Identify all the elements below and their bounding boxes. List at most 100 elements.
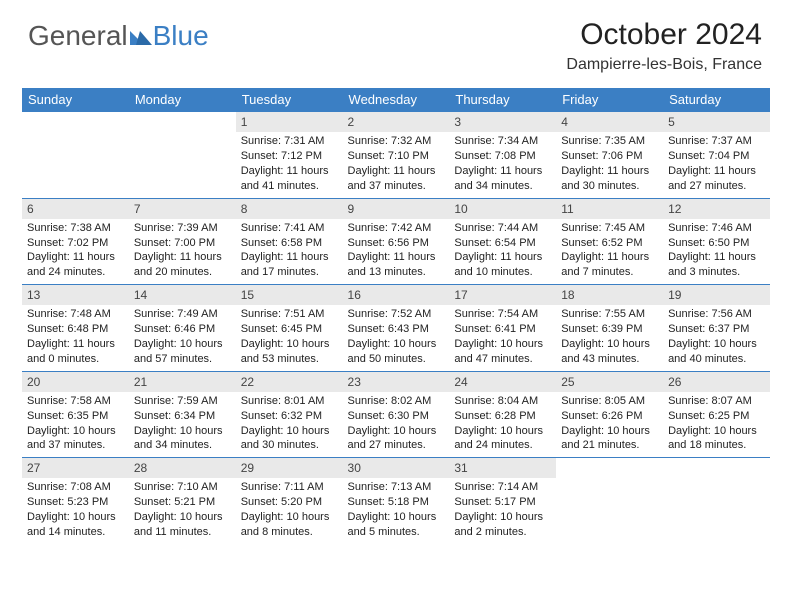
- day-number: 12: [663, 199, 770, 219]
- day-number: 27: [22, 458, 129, 478]
- day-content: Sunrise: 8:04 AM Sunset: 6:28 PM Dayligh…: [449, 392, 556, 457]
- calendar-cell: 31Sunrise: 7:14 AM Sunset: 5:17 PM Dayli…: [449, 458, 556, 544]
- day-content: Sunrise: 7:10 AM Sunset: 5:21 PM Dayligh…: [129, 478, 236, 543]
- calendar-cell: 26Sunrise: 8:07 AM Sunset: 6:25 PM Dayli…: [663, 371, 770, 458]
- day-content: Sunrise: 7:08 AM Sunset: 5:23 PM Dayligh…: [22, 478, 129, 543]
- day-content: Sunrise: 7:58 AM Sunset: 6:35 PM Dayligh…: [22, 392, 129, 457]
- day-header: Monday: [129, 88, 236, 112]
- day-content: Sunrise: 8:05 AM Sunset: 6:26 PM Dayligh…: [556, 392, 663, 457]
- day-number: 30: [343, 458, 450, 478]
- calendar-cell: 15Sunrise: 7:51 AM Sunset: 6:45 PM Dayli…: [236, 285, 343, 372]
- day-number: 25: [556, 372, 663, 392]
- day-header: Tuesday: [236, 88, 343, 112]
- calendar-cell: 9Sunrise: 7:42 AM Sunset: 6:56 PM Daylig…: [343, 198, 450, 285]
- day-number: 17: [449, 285, 556, 305]
- calendar-cell: 2Sunrise: 7:32 AM Sunset: 7:10 PM Daylig…: [343, 112, 450, 199]
- day-header: Wednesday: [343, 88, 450, 112]
- calendar-cell: 22Sunrise: 8:01 AM Sunset: 6:32 PM Dayli…: [236, 371, 343, 458]
- day-header: Friday: [556, 88, 663, 112]
- day-number: 24: [449, 372, 556, 392]
- calendar-cell: 23Sunrise: 8:02 AM Sunset: 6:30 PM Dayli…: [343, 371, 450, 458]
- day-number: 14: [129, 285, 236, 305]
- calendar-cell: 6Sunrise: 7:38 AM Sunset: 7:02 PM Daylig…: [22, 198, 129, 285]
- calendar-cell: 17Sunrise: 7:54 AM Sunset: 6:41 PM Dayli…: [449, 285, 556, 372]
- calendar-row: ....1Sunrise: 7:31 AM Sunset: 7:12 PM Da…: [22, 112, 770, 199]
- day-content: Sunrise: 8:07 AM Sunset: 6:25 PM Dayligh…: [663, 392, 770, 457]
- day-content: Sunrise: 7:41 AM Sunset: 6:58 PM Dayligh…: [236, 219, 343, 284]
- calendar-cell: 5Sunrise: 7:37 AM Sunset: 7:04 PM Daylig…: [663, 112, 770, 199]
- location-label: Dampierre-les-Bois, France: [566, 56, 762, 74]
- day-number: 18: [556, 285, 663, 305]
- day-header: Sunday: [22, 88, 129, 112]
- calendar-cell: 19Sunrise: 7:56 AM Sunset: 6:37 PM Dayli…: [663, 285, 770, 372]
- calendar-cell: 14Sunrise: 7:49 AM Sunset: 6:46 PM Dayli…: [129, 285, 236, 372]
- day-number: 3: [449, 112, 556, 132]
- calendar-cell: 29Sunrise: 7:11 AM Sunset: 5:20 PM Dayli…: [236, 458, 343, 544]
- logo-triangle-icon: [130, 20, 152, 52]
- day-number: 20: [22, 372, 129, 392]
- day-content: Sunrise: 7:14 AM Sunset: 5:17 PM Dayligh…: [449, 478, 556, 543]
- calendar-cell: ..: [22, 112, 129, 199]
- day-content: Sunrise: 7:44 AM Sunset: 6:54 PM Dayligh…: [449, 219, 556, 284]
- day-number: 5: [663, 112, 770, 132]
- calendar-cell: 27Sunrise: 7:08 AM Sunset: 5:23 PM Dayli…: [22, 458, 129, 544]
- calendar-cell: 4Sunrise: 7:35 AM Sunset: 7:06 PM Daylig…: [556, 112, 663, 199]
- calendar-cell: 25Sunrise: 8:05 AM Sunset: 6:26 PM Dayli…: [556, 371, 663, 458]
- day-number: 22: [236, 372, 343, 392]
- logo-text-general: General: [28, 20, 128, 52]
- logo: General Blue: [28, 20, 209, 52]
- day-number: 28: [129, 458, 236, 478]
- day-content: Sunrise: 7:31 AM Sunset: 7:12 PM Dayligh…: [236, 132, 343, 197]
- day-number: 21: [129, 372, 236, 392]
- calendar-cell: ..: [556, 458, 663, 544]
- calendar: SundayMondayTuesdayWednesdayThursdayFrid…: [22, 88, 770, 544]
- day-number: 6: [22, 199, 129, 219]
- day-content: Sunrise: 8:01 AM Sunset: 6:32 PM Dayligh…: [236, 392, 343, 457]
- day-content: Sunrise: 7:11 AM Sunset: 5:20 PM Dayligh…: [236, 478, 343, 543]
- day-number: 16: [343, 285, 450, 305]
- day-content: Sunrise: 8:02 AM Sunset: 6:30 PM Dayligh…: [343, 392, 450, 457]
- calendar-cell: ..: [663, 458, 770, 544]
- calendar-cell: 12Sunrise: 7:46 AM Sunset: 6:50 PM Dayli…: [663, 198, 770, 285]
- day-number: 31: [449, 458, 556, 478]
- day-content: Sunrise: 7:52 AM Sunset: 6:43 PM Dayligh…: [343, 305, 450, 370]
- calendar-cell: 13Sunrise: 7:48 AM Sunset: 6:48 PM Dayli…: [22, 285, 129, 372]
- calendar-cell: 10Sunrise: 7:44 AM Sunset: 6:54 PM Dayli…: [449, 198, 556, 285]
- calendar-cell: 18Sunrise: 7:55 AM Sunset: 6:39 PM Dayli…: [556, 285, 663, 372]
- day-number: 8: [236, 199, 343, 219]
- calendar-cell: ..: [129, 112, 236, 199]
- day-number: 10: [449, 199, 556, 219]
- day-content: Sunrise: 7:54 AM Sunset: 6:41 PM Dayligh…: [449, 305, 556, 370]
- calendar-cell: 28Sunrise: 7:10 AM Sunset: 5:21 PM Dayli…: [129, 458, 236, 544]
- calendar-cell: 20Sunrise: 7:58 AM Sunset: 6:35 PM Dayli…: [22, 371, 129, 458]
- day-content: Sunrise: 7:13 AM Sunset: 5:18 PM Dayligh…: [343, 478, 450, 543]
- day-content: Sunrise: 7:51 AM Sunset: 6:45 PM Dayligh…: [236, 305, 343, 370]
- calendar-cell: 11Sunrise: 7:45 AM Sunset: 6:52 PM Dayli…: [556, 198, 663, 285]
- calendar-row: 13Sunrise: 7:48 AM Sunset: 6:48 PM Dayli…: [22, 285, 770, 372]
- day-number: 13: [22, 285, 129, 305]
- day-content: Sunrise: 7:42 AM Sunset: 6:56 PM Dayligh…: [343, 219, 450, 284]
- calendar-cell: 21Sunrise: 7:59 AM Sunset: 6:34 PM Dayli…: [129, 371, 236, 458]
- day-number: 2: [343, 112, 450, 132]
- day-content: Sunrise: 7:39 AM Sunset: 7:00 PM Dayligh…: [129, 219, 236, 284]
- day-content: Sunrise: 7:35 AM Sunset: 7:06 PM Dayligh…: [556, 132, 663, 197]
- day-content: Sunrise: 7:49 AM Sunset: 6:46 PM Dayligh…: [129, 305, 236, 370]
- day-number: 9: [343, 199, 450, 219]
- header: October 2024 Dampierre-les-Bois, France: [566, 18, 762, 74]
- day-number: 26: [663, 372, 770, 392]
- day-content: Sunrise: 7:48 AM Sunset: 6:48 PM Dayligh…: [22, 305, 129, 370]
- day-header-row: SundayMondayTuesdayWednesdayThursdayFrid…: [22, 88, 770, 112]
- calendar-cell: 24Sunrise: 8:04 AM Sunset: 6:28 PM Dayli…: [449, 371, 556, 458]
- day-number: 11: [556, 199, 663, 219]
- day-content: Sunrise: 7:55 AM Sunset: 6:39 PM Dayligh…: [556, 305, 663, 370]
- day-number: 29: [236, 458, 343, 478]
- calendar-cell: 16Sunrise: 7:52 AM Sunset: 6:43 PM Dayli…: [343, 285, 450, 372]
- month-title: October 2024: [566, 18, 762, 52]
- day-number: 19: [663, 285, 770, 305]
- calendar-row: 6Sunrise: 7:38 AM Sunset: 7:02 PM Daylig…: [22, 198, 770, 285]
- day-content: Sunrise: 7:59 AM Sunset: 6:34 PM Dayligh…: [129, 392, 236, 457]
- day-number: 7: [129, 199, 236, 219]
- day-header: Thursday: [449, 88, 556, 112]
- day-number: 4: [556, 112, 663, 132]
- day-content: Sunrise: 7:46 AM Sunset: 6:50 PM Dayligh…: [663, 219, 770, 284]
